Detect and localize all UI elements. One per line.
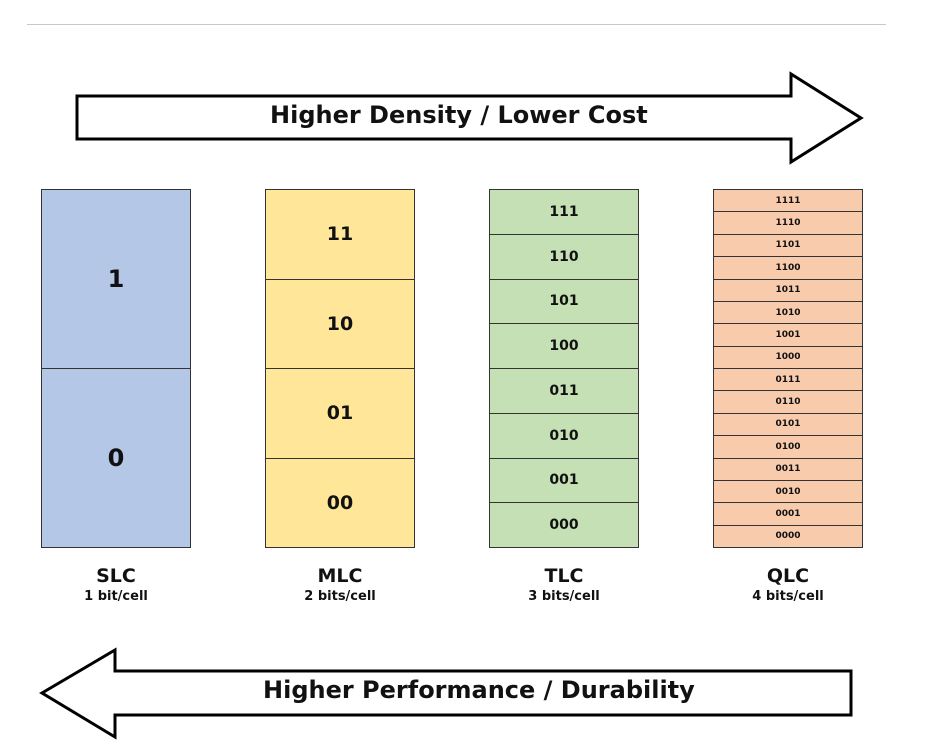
qlc-cell-column: 1111 1110 1101 1100 1011 1010 1001 1000 … xyxy=(713,189,863,548)
qlc-state: 1111 xyxy=(775,195,801,206)
qlc-state: 1001 xyxy=(714,323,862,345)
qlc-state: 0111 xyxy=(714,368,862,390)
qlc-state: 0010 xyxy=(714,479,862,502)
qlc-state: 0001 xyxy=(714,502,862,524)
mlc-state: 00 xyxy=(266,457,414,548)
tlc-caption: TLC 3 bits/cell xyxy=(489,564,639,606)
tlc-state: 101 xyxy=(490,278,638,324)
tlc-state: 100 xyxy=(490,323,638,368)
mlc-state: 10 xyxy=(266,278,414,369)
tlc-bits: 3 bits/cell xyxy=(528,589,600,604)
tlc-name: TLC xyxy=(544,565,584,587)
qlc-state: 1000 xyxy=(714,345,862,368)
tlc-cell-column: 111 110 101 100 011 010 001 000 xyxy=(489,189,639,548)
density-cost-label: Higher Density / Lower Cost xyxy=(270,101,648,129)
tlc-state: 000 xyxy=(490,502,638,547)
slc-state: 1 xyxy=(107,265,125,293)
qlc-state: 0101 xyxy=(714,412,862,435)
mlc-bits: 2 bits/cell xyxy=(304,589,376,604)
tlc-state: 111 xyxy=(549,203,579,220)
slc-bits: 1 bit/cell xyxy=(84,589,148,604)
qlc-state: 0000 xyxy=(714,524,862,547)
tlc-state: 011 xyxy=(490,368,638,413)
left-arrow-shape xyxy=(39,647,853,740)
right-arrow-shape xyxy=(75,71,864,165)
qlc-state: 0110 xyxy=(714,390,862,412)
tlc-state: 001 xyxy=(490,457,638,503)
mlc-cell-column: 11 10 01 00 xyxy=(265,189,415,548)
qlc-name: QLC xyxy=(766,565,810,587)
top-divider xyxy=(27,24,886,25)
slc-caption: SLC 1 bit/cell xyxy=(41,564,191,606)
qlc-state: 1010 xyxy=(714,300,862,323)
mlc-caption: MLC 2 bits/cell xyxy=(265,564,415,606)
mlc-state: 01 xyxy=(266,368,414,458)
qlc-state: 0011 xyxy=(714,457,862,480)
mlc-name: MLC xyxy=(317,565,363,587)
qlc-state: 1011 xyxy=(714,278,862,301)
slc-cell-column: 1 0 xyxy=(41,189,191,548)
tlc-state: 010 xyxy=(490,412,638,458)
mlc-state: 11 xyxy=(326,223,354,246)
slc-state: 0 xyxy=(42,368,190,547)
qlc-state: 0100 xyxy=(714,435,862,457)
performance-durability-label: Higher Performance / Durability xyxy=(263,676,695,704)
tlc-state: 110 xyxy=(490,233,638,279)
qlc-state: 1101 xyxy=(714,233,862,256)
qlc-caption: QLC 4 bits/cell xyxy=(713,564,863,606)
qlc-state: 1110 xyxy=(714,211,862,233)
slc-name: SLC xyxy=(96,565,136,587)
qlc-bits: 4 bits/cell xyxy=(752,589,824,604)
qlc-state: 1100 xyxy=(714,256,862,278)
